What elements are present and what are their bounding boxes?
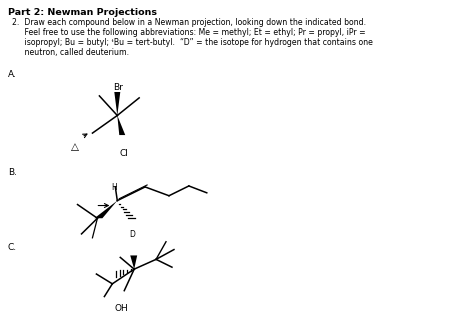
Text: isopropyl; Bu = butyl; ᵗBu = tert-butyl.  “D” = the isotope for hydrogen that co: isopropyl; Bu = butyl; ᵗBu = tert-butyl.… xyxy=(12,38,373,47)
Text: A.: A. xyxy=(8,70,17,79)
Text: B.: B. xyxy=(8,168,17,177)
Polygon shape xyxy=(114,92,120,116)
Text: Part 2: Newman Projections: Part 2: Newman Projections xyxy=(8,8,157,17)
Text: D: D xyxy=(129,230,135,239)
Text: 2.  Draw each compound below in a Newman projection, looking down the indicated : 2. Draw each compound below in a Newman … xyxy=(12,18,366,27)
Text: H: H xyxy=(111,183,117,192)
Text: Feel free to use the following abbreviations: Me = methyl; Et = ethyl; Pr = prop: Feel free to use the following abbreviat… xyxy=(12,28,365,37)
Polygon shape xyxy=(117,116,125,135)
Text: △: △ xyxy=(71,142,79,152)
Text: Cl: Cl xyxy=(119,149,128,158)
Polygon shape xyxy=(94,201,117,218)
Text: OH: OH xyxy=(114,304,128,313)
Polygon shape xyxy=(130,256,137,269)
Text: neutron, called deuterium.: neutron, called deuterium. xyxy=(12,48,129,57)
Text: C.: C. xyxy=(8,243,17,252)
Text: Br: Br xyxy=(113,83,123,92)
